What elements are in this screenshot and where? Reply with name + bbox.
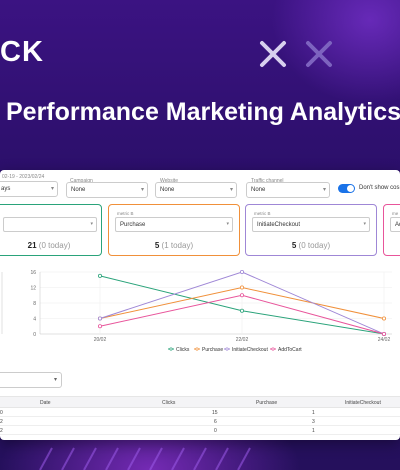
traffic-channel-label: Traffic channel — [251, 178, 284, 184]
metric-label: metric B — [254, 211, 271, 216]
cell-date: 2 — [0, 419, 3, 425]
data-point-addtocart — [239, 293, 244, 298]
metric-label: me — [392, 211, 399, 216]
chevron-down-icon: ▾ — [90, 221, 93, 227]
table-row: 2 0 1 — [0, 426, 400, 435]
column-header-initiatecheckout: InitiateCheckout — [345, 400, 381, 406]
metric-card-addtocart: me Ad — [383, 204, 400, 256]
cell-purchase: 1 — [312, 428, 315, 434]
table-header: Date Clicks Purchase InitiateCheckout — [0, 396, 400, 408]
metric-value: 5 (1 today) — [109, 241, 239, 250]
data-point-clicks — [98, 273, 103, 278]
hide-cost-toggle-label: Don't show cos — [359, 185, 400, 191]
legend-label: Purchase — [202, 347, 223, 353]
x-logo-icon-faded — [306, 41, 332, 67]
date-preset-select[interactable]: ays ▾ — [0, 181, 58, 197]
metric-today: (1 today) — [161, 241, 194, 250]
hide-cost-toggle[interactable] — [338, 184, 355, 193]
x-logo-icon — [260, 41, 286, 67]
column-header-purchase: Purchase — [256, 400, 278, 406]
data-point-initiatecheckout — [239, 270, 244, 275]
campaign-label: Campaign — [70, 178, 93, 184]
metric-select[interactable]: Purchase ▾ — [115, 217, 233, 232]
x-tick-label: 22/02 — [236, 337, 249, 343]
cell-date: 2 — [0, 428, 3, 434]
campaign-value: None — [71, 187, 86, 193]
metric-select[interactable]: ▾ — [3, 217, 97, 232]
chevron-down-icon: ▾ — [50, 186, 54, 192]
metric-today: (0 today) — [38, 241, 71, 250]
website-label: Website — [160, 178, 178, 184]
y-tick-label: 4 — [33, 316, 36, 322]
metric-count: 5 — [154, 241, 160, 250]
campaign-select[interactable]: None ▾ — [66, 182, 148, 198]
legend-label: InitiateCheckout — [232, 347, 268, 353]
metric-card-purchase: metric B Purchase ▾ 5 (1 today) — [108, 204, 240, 256]
x-tick-label: 20/02 — [94, 337, 107, 343]
data-point-purchase — [381, 316, 386, 321]
legend-marker — [169, 347, 173, 351]
cell-purchase: 3 — [312, 419, 315, 425]
chevron-down-icon: ▾ — [53, 377, 57, 383]
brand-logo: CK — [0, 36, 44, 68]
cell-clicks: 0 — [214, 428, 217, 434]
data-point-addtocart — [98, 324, 103, 329]
dashboard-panel: 02-19 - 2023/02/24 ays ▾ Campaign None ▾… — [0, 170, 400, 440]
date-preset-value: ays — [1, 186, 11, 192]
data-point-initiatecheckout — [98, 316, 103, 321]
y-tick-label: 12 — [30, 285, 36, 291]
line-chart: 16 12 8 4 0 20/02 22/02 24/02 Clicks Purchase Init… — [1, 270, 392, 353]
data-point-clicks — [239, 308, 244, 313]
legend-marker — [271, 347, 275, 351]
y-tick-label: 0 — [33, 332, 36, 338]
legend-marker — [195, 347, 199, 351]
metric-value: 5 (0 today) — [246, 241, 376, 250]
metric-select[interactable]: InitiateCheckout ▾ — [252, 217, 370, 232]
website-select[interactable]: None ▾ — [155, 182, 237, 198]
legend-label: Clicks — [176, 347, 190, 353]
metric-name: InitiateCheckout — [257, 222, 301, 228]
chevron-down-icon: ▾ — [226, 221, 229, 227]
traffic-channel-select[interactable]: None ▾ — [246, 182, 330, 198]
chevron-down-icon: ▾ — [140, 187, 144, 193]
data-point-purchase — [239, 285, 244, 290]
metric-today: (0 today) — [298, 241, 331, 250]
column-header-date: Date — [40, 400, 51, 406]
date-range-label: 02-19 - 2023/02/24 — [2, 174, 45, 180]
metric-select[interactable]: Ad — [390, 217, 400, 232]
cell-date: 0 — [0, 410, 3, 416]
chevron-down-icon: ▾ — [322, 187, 326, 193]
website-value: None — [160, 187, 175, 193]
headline: Performance Marketing Analytics — [6, 98, 400, 126]
cell-clicks: 6 — [214, 419, 217, 425]
metric-name: Ad — [395, 222, 400, 228]
x-tick-label: 24/02 — [378, 337, 391, 343]
metric-count: 5 — [291, 241, 297, 250]
legend-marker — [225, 347, 229, 351]
metric-label: metric B — [117, 211, 134, 216]
metric-name: Purchase — [120, 222, 146, 228]
traffic-channel-value: None — [251, 187, 266, 193]
decorative-lines — [39, 447, 251, 470]
y-tick-label: 8 — [33, 301, 36, 307]
column-header-clicks: Clicks — [162, 400, 176, 406]
chevron-down-icon: ▾ — [363, 221, 366, 227]
table-row: 0 15 1 — [0, 408, 400, 417]
chevron-down-icon: ▾ — [229, 187, 233, 193]
metric-card-clicks: ▾ 21 (0 today) — [0, 204, 102, 256]
table-row: 2 6 3 — [0, 417, 400, 426]
legend-label: AddToCart — [278, 347, 302, 353]
cell-purchase: 1 — [312, 410, 315, 416]
data-point-addtocart — [381, 332, 386, 337]
metric-count: 21 — [27, 241, 37, 250]
cell-clicks: 15 — [212, 410, 218, 416]
table-grouping-select[interactable]: ▾ — [0, 372, 62, 388]
metric-card-initiatecheckout: metric B InitiateCheckout ▾ 5 (0 today) — [245, 204, 377, 256]
metric-value: 21 (0 today) — [0, 241, 101, 250]
y-tick-label: 16 — [30, 270, 36, 276]
